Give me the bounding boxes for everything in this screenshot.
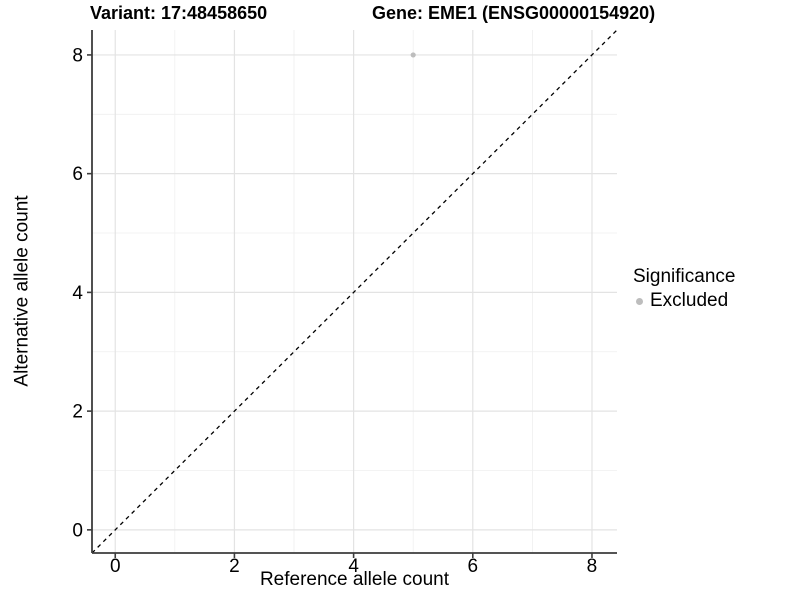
x-axis-label: Reference allele count — [259, 569, 450, 590]
legend-item-excluded: Excluded — [630, 290, 735, 312]
legend-title: Significance — [633, 266, 736, 287]
svg-text:6: 6 — [72, 164, 83, 185]
variant-title: Variant: 17:48458650 — [90, 3, 268, 23]
svg-text:6: 6 — [467, 556, 478, 577]
svg-text:0: 0 — [110, 556, 121, 577]
svg-text:8: 8 — [72, 45, 83, 66]
y-axis-label: Alternative allele count — [11, 195, 33, 387]
svg-text:2: 2 — [72, 402, 83, 423]
svg-text:0: 0 — [72, 520, 83, 541]
svg-text:4: 4 — [72, 283, 83, 304]
legend: Significance Excluded — [630, 266, 735, 312]
svg-text:2: 2 — [229, 556, 240, 577]
gene-title: Gene: EME1 (ENSG00000154920) — [372, 3, 656, 23]
svg-text:4: 4 — [348, 556, 359, 577]
legend-item-label: Excluded — [650, 290, 729, 311]
excluded-point-icon — [636, 297, 643, 305]
svg-text:8: 8 — [587, 556, 598, 577]
